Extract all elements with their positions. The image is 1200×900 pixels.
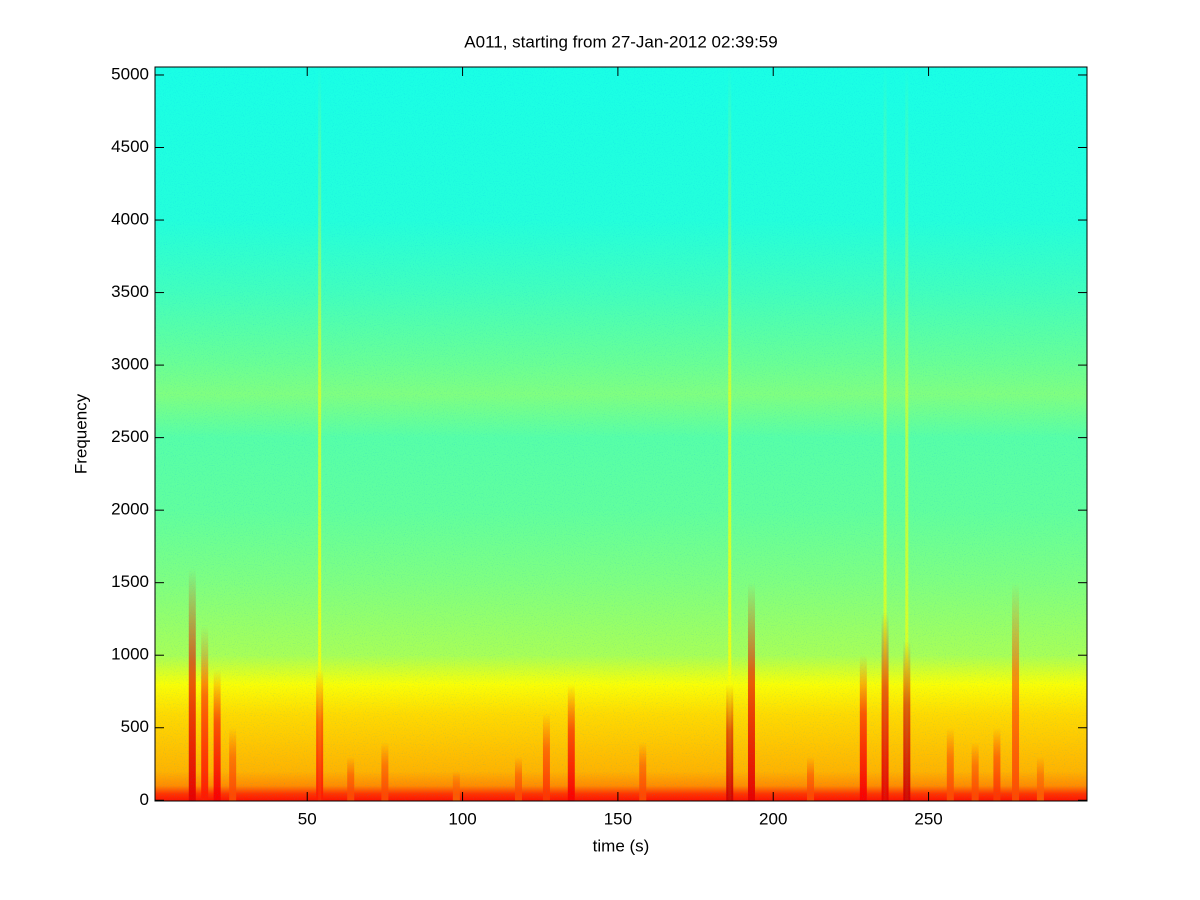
y-tick-label: 4000	[111, 210, 149, 229]
y-tick-label: 1500	[111, 572, 149, 591]
x-tick-label: 50	[298, 809, 317, 828]
y-tick-label: 0	[140, 790, 149, 809]
y-tick-label: 4500	[111, 137, 149, 156]
y-tick-label: 1000	[111, 645, 149, 664]
noise-texture	[155, 67, 1087, 801]
plot-frame	[154, 66, 1088, 802]
chart-title: A011, starting from 27-Jan-2012 02:39:59	[464, 32, 777, 51]
x-axis-label: time (s)	[593, 836, 650, 855]
y-tick-label: 500	[121, 717, 149, 736]
x-tick-label: 200	[759, 809, 787, 828]
y-tick-label: 3500	[111, 282, 149, 301]
x-tick-label: 100	[448, 809, 476, 828]
x-tick-label: 250	[914, 809, 942, 828]
x-tick-label: 150	[604, 809, 632, 828]
y-axis-label: Frequency	[71, 393, 90, 474]
y-tick-label: 2500	[111, 427, 149, 446]
y-tick-label: 3000	[111, 355, 149, 374]
y-tick-label: 2000	[111, 500, 149, 519]
axes: 50 100 150 200 25005001000150020002500300035…	[111, 64, 1087, 828]
y-tick-label: 5000	[111, 64, 149, 83]
